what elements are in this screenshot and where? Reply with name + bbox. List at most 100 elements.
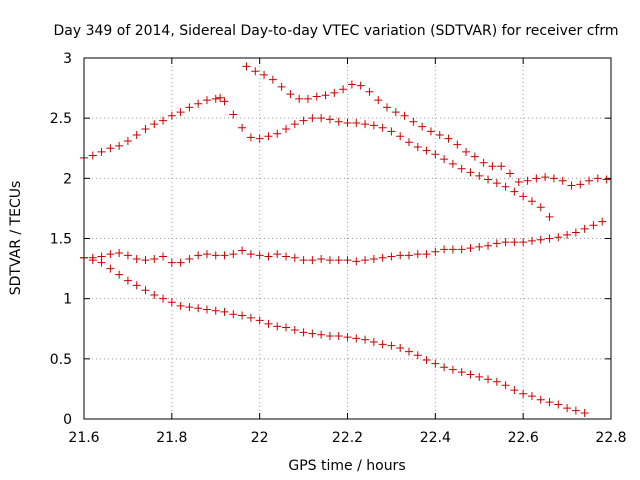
data-point <box>347 80 356 89</box>
y-tick-labels: 0 0.5 1 1.5 2 2.5 3 <box>50 51 72 428</box>
data-point <box>470 152 479 161</box>
data-point <box>404 347 413 356</box>
data-point <box>141 256 150 265</box>
x-tick-label: 22 <box>251 430 269 446</box>
data-point <box>299 328 308 337</box>
data-point <box>536 395 545 404</box>
data-point <box>264 132 273 141</box>
data-point <box>448 365 457 374</box>
data-point <box>501 238 510 247</box>
data-point <box>308 114 317 123</box>
data-point <box>475 372 484 381</box>
data-point <box>356 81 365 90</box>
series-track-b <box>242 62 611 190</box>
data-point <box>176 301 185 310</box>
data-point <box>519 192 528 201</box>
data-point <box>457 164 466 173</box>
data-point <box>440 155 449 164</box>
chart-title: Day 349 of 2014, Sidereal Day-to-day VTE… <box>54 23 619 39</box>
data-point <box>383 103 392 112</box>
data-point <box>167 298 176 307</box>
data-point <box>602 175 611 184</box>
data-point <box>150 254 159 263</box>
data-point <box>132 254 141 263</box>
data-point <box>88 256 97 265</box>
data-point <box>396 132 405 141</box>
data-point <box>549 174 558 183</box>
data-point <box>426 127 435 136</box>
data-point <box>211 306 220 315</box>
data-point <box>273 250 282 259</box>
data-point <box>378 340 387 349</box>
data-point <box>527 236 536 245</box>
data-point <box>422 146 431 155</box>
series-track-d <box>80 253 589 417</box>
data-point <box>255 316 264 325</box>
data-point <box>545 212 554 221</box>
data-point <box>361 120 370 129</box>
data-point <box>585 176 594 185</box>
data-point <box>106 264 115 273</box>
data-point <box>492 377 501 386</box>
x-tick-label: 21.6 <box>68 430 99 446</box>
data-point <box>418 122 427 131</box>
data-point <box>369 254 378 263</box>
data-point <box>510 187 519 196</box>
data-point <box>273 129 282 138</box>
data-point <box>308 329 317 338</box>
data-point <box>387 341 396 350</box>
data-point <box>251 67 260 76</box>
data-point <box>527 197 536 206</box>
data-point <box>185 254 194 263</box>
data-point <box>282 323 291 332</box>
data-point <box>264 252 273 261</box>
data-point <box>132 131 141 140</box>
data-point <box>308 256 317 265</box>
data-point <box>317 114 326 123</box>
data-point <box>220 251 229 260</box>
data-point <box>440 245 449 254</box>
data-point <box>343 333 352 342</box>
data-point <box>325 115 334 124</box>
data-point <box>264 319 273 328</box>
data-point <box>598 217 607 226</box>
data-point <box>334 331 343 340</box>
data-point <box>545 234 554 243</box>
data-point <box>593 174 602 183</box>
data-point <box>317 330 326 339</box>
data-point <box>352 118 361 127</box>
data-point <box>352 334 361 343</box>
data-point <box>290 325 299 334</box>
y-tick-label: 2 <box>63 171 72 187</box>
data-point <box>246 250 255 259</box>
data-point <box>115 270 124 279</box>
data-point <box>115 141 124 150</box>
data-point <box>567 181 576 190</box>
data-point <box>580 224 589 233</box>
data-point <box>404 138 413 147</box>
data-point <box>255 134 264 143</box>
data-point <box>290 120 299 129</box>
data-point <box>488 162 497 171</box>
data-point <box>365 87 374 96</box>
data-point <box>343 256 352 265</box>
data-point <box>167 258 176 267</box>
data-point <box>510 386 519 395</box>
data-point <box>202 305 211 314</box>
data-point <box>519 238 528 247</box>
data-point <box>484 241 493 250</box>
data-point <box>295 94 304 103</box>
y-axis-label: SDTVAR / TECUs <box>8 181 24 296</box>
data-point <box>571 406 580 415</box>
data-point <box>536 203 545 212</box>
data-point <box>431 247 440 256</box>
data-point <box>484 375 493 384</box>
data-point <box>352 257 361 266</box>
data-point <box>580 408 589 417</box>
x-tick-label: 22.8 <box>595 430 626 446</box>
data-point <box>334 117 343 126</box>
data-point <box>167 111 176 120</box>
data-point <box>282 124 291 133</box>
data-point <box>448 159 457 168</box>
